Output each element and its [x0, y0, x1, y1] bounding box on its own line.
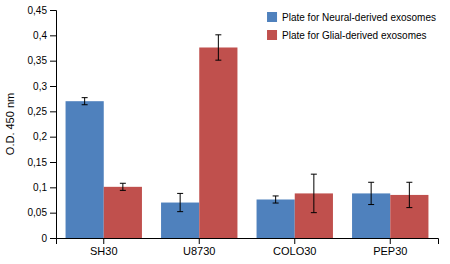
- error-bar-cap: [368, 204, 374, 205]
- y-tick: 0,4: [33, 30, 56, 41]
- error-bar: [215, 35, 221, 60]
- y-tick: 0,45: [28, 5, 56, 16]
- y-tick-label: 0,25: [28, 106, 48, 117]
- x-axis-line: [57, 239, 439, 245]
- y-tick-label: 0,2: [33, 131, 47, 142]
- y-tick-mark: [50, 162, 56, 163]
- y-tick: 0: [41, 233, 56, 244]
- error-bar-cap: [311, 212, 317, 213]
- y-tick-label: 0,45: [28, 5, 48, 16]
- x-axis: SH30 U8730 COLO30 PEP30: [57, 238, 439, 257]
- error-bar-cap: [273, 203, 279, 204]
- error-bar-cap: [177, 193, 183, 194]
- legend-item: Plate for Glial-derived exosomes: [267, 30, 427, 41]
- error-bar: [406, 182, 412, 207]
- y-tick-label: 0: [41, 233, 47, 244]
- bar: [199, 47, 237, 238]
- y-tick-label: 0,3: [33, 81, 47, 92]
- error-bar-cap: [368, 182, 374, 183]
- error-bar-cap: [311, 174, 317, 175]
- error-bar-cap: [120, 183, 126, 184]
- y-axis-line: [50, 11, 57, 239]
- error-bar: [311, 174, 317, 213]
- y-tick-mark: [50, 187, 56, 188]
- x-tick: COLO30: [273, 238, 316, 257]
- y-tick-mark: [50, 35, 56, 36]
- y-tick-label: 0,1: [33, 182, 47, 193]
- y-tick-mark: [50, 213, 56, 214]
- y-tick-label: 0,05: [28, 207, 48, 218]
- error-bar-cap: [273, 195, 279, 196]
- chart: 0 0,05 0,1 0,15 0,2 0,25 0,3 0,35 0,4 0,45 SH30 U87…: [0, 0, 450, 264]
- y-tick-mark: [50, 137, 56, 138]
- bar: [66, 101, 104, 238]
- y-tick: 0,35: [28, 55, 56, 66]
- marks: [66, 35, 429, 238]
- y-tick-mark: [50, 238, 56, 239]
- y-tick-mark: [50, 10, 56, 11]
- x-tick-label: SH30: [90, 245, 118, 257]
- legend-item: Plate for Neural-derived exosomes: [267, 12, 436, 23]
- y-tick-label: 0,15: [28, 157, 48, 168]
- legend-swatch: [267, 12, 277, 22]
- legend: Plate for Neural-derived exosomes Plate f…: [267, 12, 436, 41]
- y-tick-mark: [50, 111, 56, 112]
- error-bar-stem: [275, 196, 276, 203]
- x-tick: U8730: [183, 238, 215, 257]
- error-bar-cap: [82, 104, 88, 105]
- error-bar-stem: [371, 182, 372, 204]
- y-axis-title: O.D. 450 nm: [4, 93, 16, 155]
- error-bar: [120, 183, 126, 190]
- error-bar: [368, 182, 374, 204]
- y-tick-label: 0,35: [28, 55, 48, 66]
- y-tick-mark: [50, 61, 56, 62]
- error-bar-cap: [215, 34, 221, 35]
- bar: [257, 199, 295, 238]
- error-bar-cap: [120, 190, 126, 191]
- error-bar: [82, 98, 88, 105]
- error-bar: [177, 193, 183, 211]
- x-tick-mark: [103, 238, 104, 244]
- y-tick: 0,2: [33, 131, 56, 142]
- error-bar-stem: [313, 174, 314, 213]
- y-tick: 0,15: [28, 157, 56, 168]
- plot-area: 0 0,05 0,1 0,15 0,2 0,25 0,3 0,35 0,4 0,45 SH30 U87…: [28, 5, 439, 257]
- x-tick-mark: [294, 238, 295, 244]
- error-bar: [273, 196, 279, 203]
- x-tick-label: U8730: [183, 245, 215, 257]
- x-tick-mark: [199, 238, 200, 244]
- y-tick: 0,3: [33, 81, 56, 92]
- error-bar-cap: [406, 207, 412, 208]
- y-tick: 0,25: [28, 106, 56, 117]
- error-bar-stem: [218, 35, 219, 60]
- error-bar-stem: [84, 98, 85, 105]
- error-bar-cap: [177, 211, 183, 212]
- error-bar-stem: [409, 182, 410, 207]
- error-bar-cap: [215, 60, 221, 61]
- error-bar-cap: [406, 182, 412, 183]
- series: [104, 35, 429, 238]
- y-tick: 0,1: [33, 182, 56, 193]
- x-tick-label: COLO30: [273, 245, 316, 257]
- bar: [104, 187, 142, 238]
- x-tick-mark: [390, 238, 391, 244]
- y-tick: 0,05: [28, 207, 56, 218]
- legend-swatch: [267, 30, 277, 40]
- x-tick: PEP30: [373, 238, 407, 257]
- y-tick-label: 0,4: [33, 30, 47, 41]
- error-bar-stem: [122, 183, 123, 190]
- legend-label: Plate for Glial-derived exosomes: [282, 30, 427, 41]
- x-tick-label: PEP30: [373, 245, 407, 257]
- y-tick-mark: [50, 86, 56, 87]
- y-axis: 0 0,05 0,1 0,15 0,2 0,25 0,3 0,35 0,4 0,45: [28, 5, 57, 244]
- legend-label: Plate for Neural-derived exosomes: [282, 12, 436, 23]
- x-tick: SH30: [90, 238, 118, 257]
- error-bar-stem: [180, 193, 181, 211]
- error-bar-cap: [82, 97, 88, 98]
